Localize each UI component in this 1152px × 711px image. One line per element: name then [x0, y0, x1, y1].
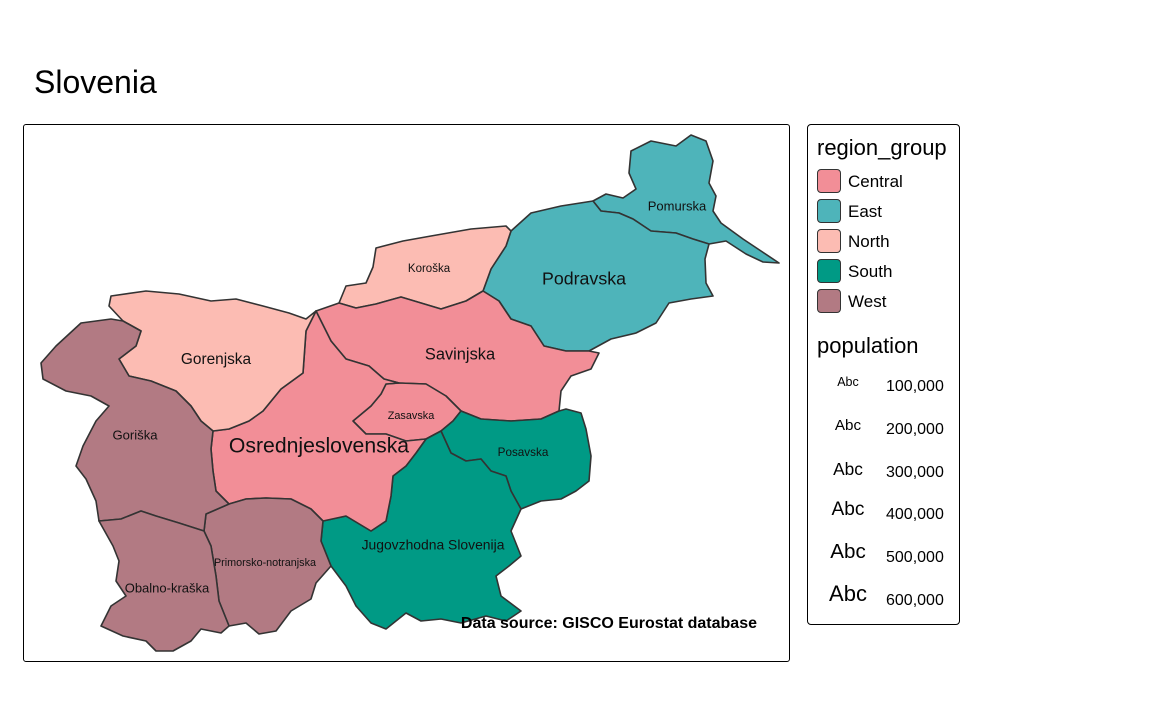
legend-size-sample: Abc — [837, 375, 859, 389]
region-label-pomurska: Pomurska — [648, 198, 707, 213]
legend-key-central — [817, 169, 841, 193]
region-label-podravska: Podravska — [542, 269, 626, 289]
legend-fill-title: region_group — [817, 135, 947, 160]
region-label-gorenjska: Gorenjska — [181, 351, 252, 368]
legend-panel: region_group Central East North South We… — [807, 124, 960, 625]
legend-size-label: 100,000 — [886, 378, 944, 395]
legend-key-east — [817, 199, 841, 223]
legend-size-title: population — [817, 333, 919, 358]
legend-label-central: Central — [848, 172, 903, 191]
legend-label-north: North — [848, 232, 890, 251]
legend-label-west: West — [848, 292, 887, 311]
legend-size-sample: Abc — [830, 540, 866, 563]
region-pomurska — [592, 134, 780, 264]
legend-key-south — [817, 259, 841, 283]
region-label-goriska: Goriška — [112, 427, 158, 442]
legend-key-west — [817, 289, 841, 313]
legend-size-label: 500,000 — [886, 549, 944, 566]
legend-size-sample: Abc — [829, 581, 867, 606]
region-label-koroska: Koroška — [408, 263, 451, 275]
legend-label-south: South — [848, 262, 893, 281]
legend-label-east: East — [848, 202, 883, 221]
slovenia-map: Pomurska Podravska Koroška Savinjska Zas… — [40, 134, 780, 652]
legend-size-label: 200,000 — [886, 421, 944, 438]
legend-size-label: 300,000 — [886, 464, 944, 481]
page-title: Slovenia — [34, 64, 157, 100]
legend-size-sample: Abc — [833, 459, 863, 479]
region-label-savinjska: Savinjska — [425, 345, 496, 363]
region-label-posavska: Posavska — [498, 446, 549, 459]
legend-size-label: 400,000 — [886, 506, 944, 523]
region-label-osrednjeslovenska: Osrednjeslovenska — [229, 435, 409, 458]
legend-key-north — [817, 229, 841, 253]
data-source-caption: Data source: GISCO Eurostat database — [461, 615, 757, 632]
region-label-jugovzhodna-slovenija: Jugovzhodna Slovenija — [362, 537, 505, 553]
legend-size-sample: Abc — [834, 417, 862, 434]
region-label-primorsko-notranjska: Primorsko-notranjska — [214, 557, 316, 569]
region-label-zasavska: Zasavska — [388, 410, 436, 422]
region-label-obalno-kraska: Obalno-kraška — [125, 580, 210, 595]
legend-size-label: 600,000 — [886, 592, 944, 609]
legend-size-sample: Abc — [831, 499, 865, 520]
region-obalno-kraska — [98, 510, 230, 652]
map-panel: Pomurska Podravska Koroška Savinjska Zas… — [23, 124, 790, 662]
